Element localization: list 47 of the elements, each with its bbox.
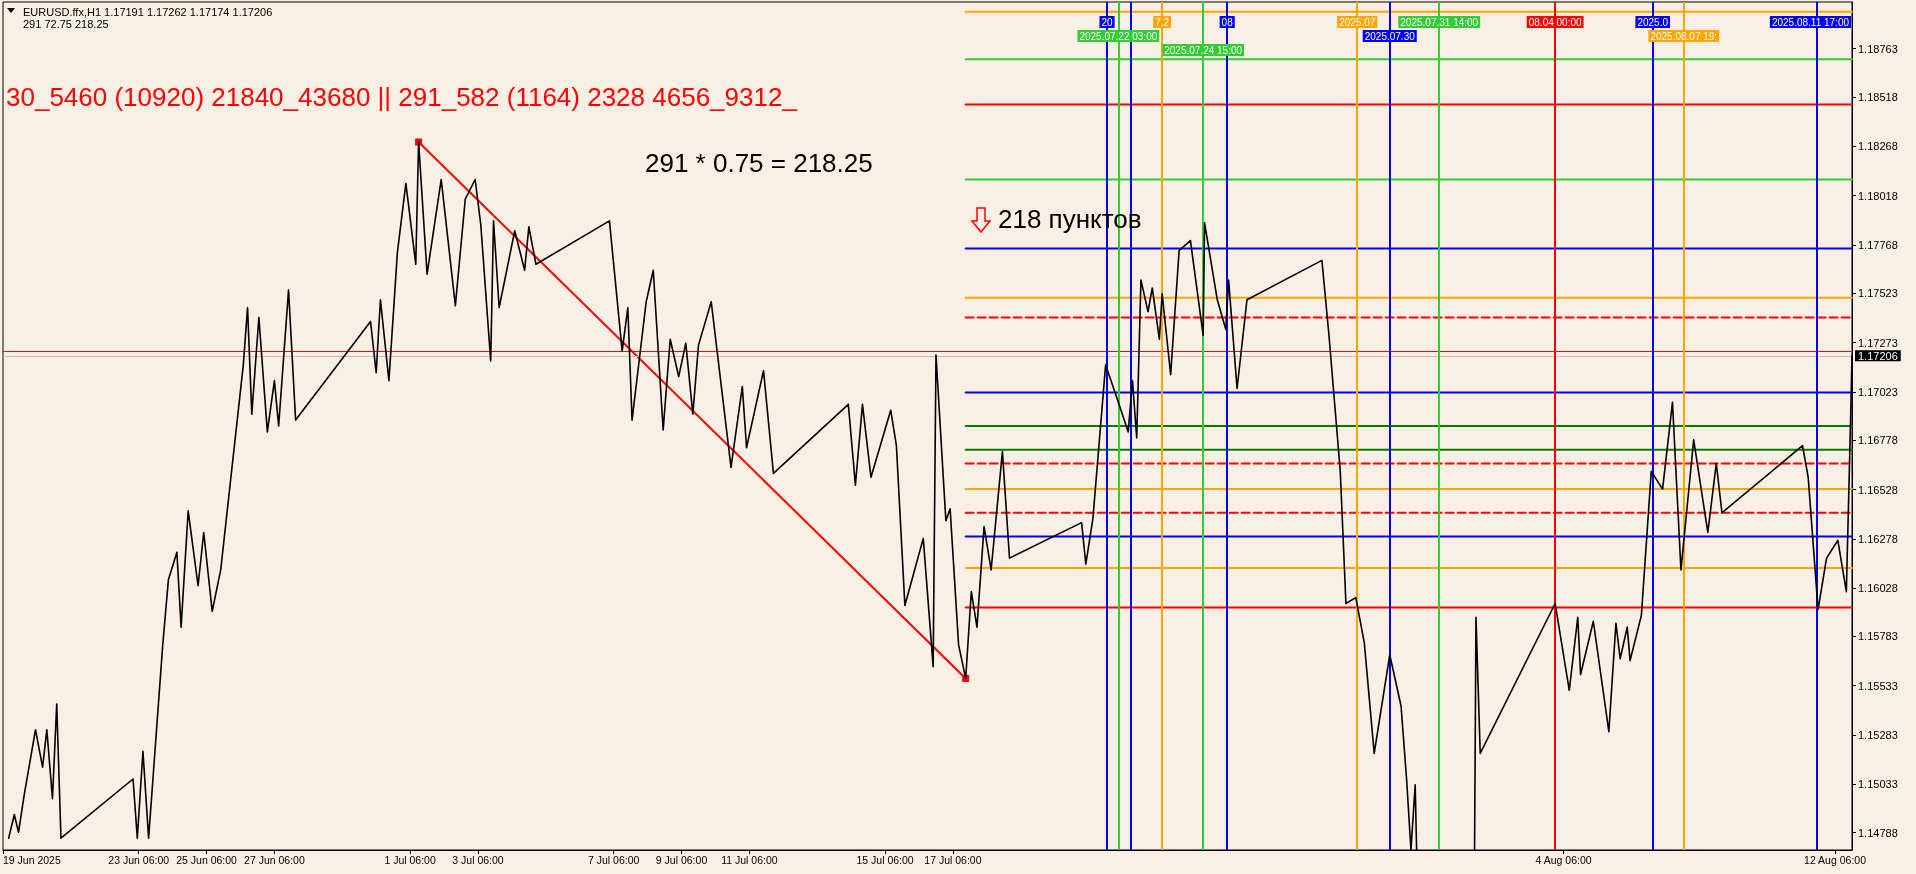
ref-line-label: 2025.07 bbox=[1339, 16, 1376, 28]
ref-line-label: 1.17206 bbox=[1858, 349, 1898, 362]
x-tick-label: 3 Jul 06:00 bbox=[452, 853, 504, 866]
y-tick-label: 1.18518 bbox=[1858, 91, 1898, 104]
ref-line-label: 2025.08.07 19: bbox=[1650, 30, 1718, 42]
x-tick-label: 27 Jun 06:00 bbox=[244, 853, 305, 866]
y-tick-label: 1.16278 bbox=[1858, 532, 1898, 545]
y-tick-label: 1.14788 bbox=[1858, 826, 1898, 839]
ref-line-label: 2025.07.31 14:00 bbox=[1400, 16, 1479, 28]
y-tick-label: 1.15033 bbox=[1858, 778, 1898, 791]
x-tick-label: 12 Aug 06:00 bbox=[1804, 853, 1867, 866]
ref-line-label: 7.2 bbox=[1155, 16, 1170, 28]
x-tick-label: 7 Jul 06:00 bbox=[587, 853, 640, 866]
y-tick-label: 1.15533 bbox=[1858, 679, 1898, 692]
y-tick-label: 1.17523 bbox=[1858, 287, 1898, 300]
y-tick-label: 1.16028 bbox=[1858, 582, 1898, 595]
y-tick-label: 1.16528 bbox=[1858, 483, 1898, 496]
y-tick-label: 1.16778 bbox=[1858, 434, 1898, 447]
annotation: 30_5460 (10920) 21840_43680 || 291_582 (1164) 2328 4656_9312_ bbox=[6, 82, 798, 112]
ref-line-label: 2025.0 bbox=[1637, 16, 1669, 28]
ref-line-label: 20 bbox=[1101, 16, 1114, 28]
x-tick-label: 23 Jun 06:00 bbox=[108, 853, 170, 866]
y-tick-label: 1.17273 bbox=[1858, 336, 1898, 349]
text: 291 72.75 218.25 bbox=[23, 17, 109, 30]
annotation: 291 * 0.75 = 218.25 bbox=[645, 148, 873, 178]
ref-line-label: 2025.07.22 03:00 bbox=[1079, 30, 1158, 42]
x-tick-label: 17 Jul 06:00 bbox=[924, 853, 982, 866]
x-tick-label: 25 Jun 06:00 bbox=[176, 853, 238, 866]
x-tick-label: 4 Aug 06:00 bbox=[1535, 853, 1592, 866]
y-tick-label: 1.18018 bbox=[1858, 189, 1898, 202]
ref-line-label: 08.04 00:00 bbox=[1528, 16, 1582, 28]
ref-line-label: 2025.07.24 15:00 bbox=[1164, 44, 1243, 56]
ref-line-label: 08 bbox=[1221, 16, 1234, 28]
x-tick-label: 9 Jul 06:00 bbox=[655, 853, 708, 866]
chart-title: EURUSD.ffx,H1 1.17191 1.17262 1.17174 1.17206 bbox=[23, 5, 273, 18]
y-tick-label: 1.18268 bbox=[1858, 140, 1898, 153]
ref-line-label: 2025.08.11 17:00 bbox=[1771, 16, 1850, 28]
x-tick-label: 11 Jul 06:00 bbox=[721, 853, 778, 866]
y-tick-label: 1.15283 bbox=[1858, 729, 1898, 742]
x-tick-label: 15 Jul 06:00 bbox=[856, 853, 914, 866]
ref-line-label: 2025.07.30 bbox=[1364, 30, 1416, 42]
y-tick-label: 1.17768 bbox=[1858, 238, 1898, 251]
y-tick-label: 1.17023 bbox=[1858, 385, 1898, 398]
x-tick-label: 19 Jun 2025 bbox=[3, 853, 61, 866]
x-tick-label: 1 Jul 06:00 bbox=[384, 853, 436, 866]
y-tick-label: 1.18763 bbox=[1858, 42, 1898, 55]
y-tick-label: 1.15783 bbox=[1858, 630, 1898, 643]
